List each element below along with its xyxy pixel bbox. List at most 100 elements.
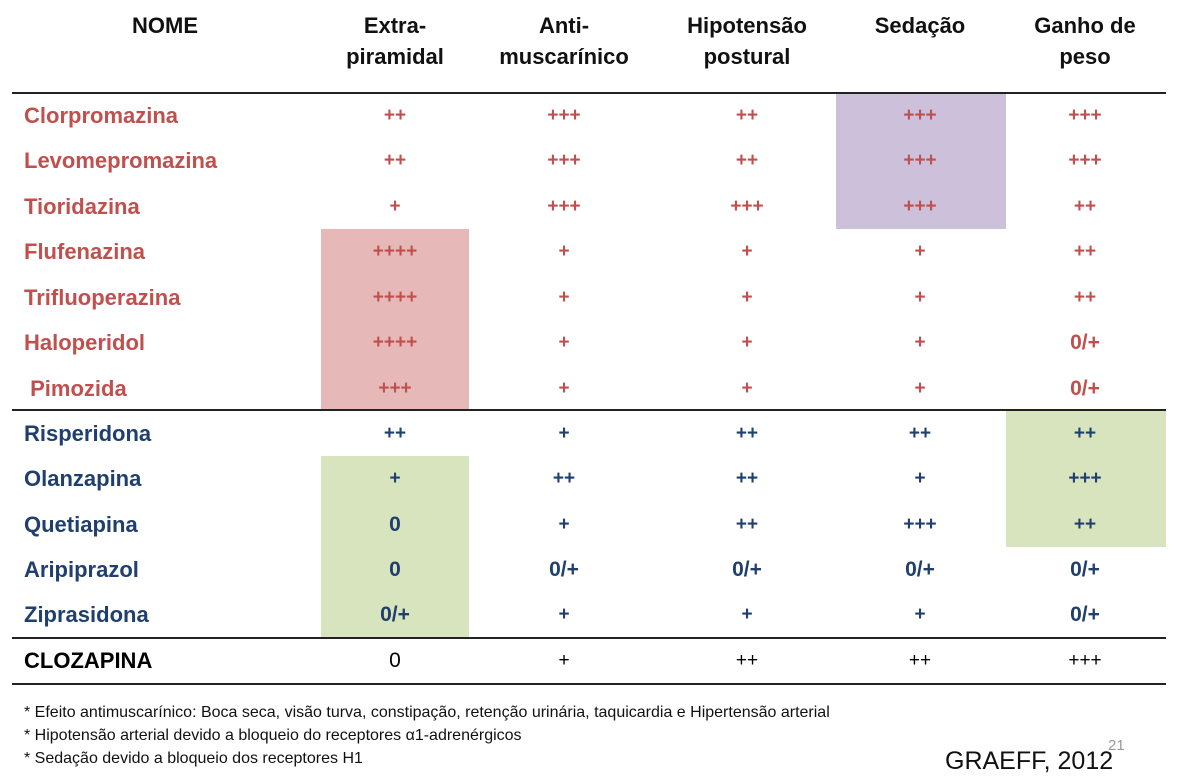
cell-ganho: 0/+	[1070, 331, 1100, 354]
cell-hipotensao: ++	[735, 468, 759, 489]
cell-antimuscarinico: +++	[547, 150, 581, 171]
cell-extrapiramidal: 0	[389, 513, 401, 536]
cell-sedacao: 0/+	[905, 558, 935, 581]
cell-extrapiramidal: +	[389, 196, 401, 217]
cell-sedacao: +++	[903, 196, 937, 217]
drug-name: Tioridazina	[24, 194, 140, 219]
cell-hipotensao: +++	[730, 196, 764, 217]
header-sedacao: Sedação	[874, 13, 966, 38]
cell-ganho: ++	[1073, 241, 1097, 262]
cell-hipotensao: 0/+	[732, 558, 762, 581]
highlight-sedation-typical	[836, 93, 1006, 229]
cell-extrapiramidal: ++++	[372, 332, 418, 353]
cell-sedacao: +	[914, 241, 926, 262]
cell-ganho: +++	[1068, 650, 1102, 671]
cell-antimuscarinico: +	[558, 423, 570, 444]
cell-hipotensao: +	[741, 241, 753, 262]
cell-extrapiramidal: ++	[383, 423, 407, 444]
cell-sedacao: +++	[903, 105, 937, 126]
cell-antimuscarinico: +++	[547, 105, 581, 126]
table-row: Quetiapina 0 + ++ +++ ++	[0, 502, 1179, 547]
rule-bottom	[12, 683, 1166, 685]
cell-hipotensao: +	[741, 604, 753, 625]
cell-sedacao: +	[914, 604, 926, 625]
cell-extrapiramidal: ++++	[372, 287, 418, 308]
cell-sedacao: +++	[903, 514, 937, 535]
table-row: Olanzapina + ++ ++ + +++	[0, 456, 1179, 501]
cell-extrapiramidal: +++	[378, 378, 412, 399]
reference: GRAEFF, 2012	[945, 747, 1114, 775]
cell-ganho: ++	[1073, 196, 1097, 217]
cell-hipotensao: +	[741, 378, 753, 399]
table-row: Ziprasidona 0/+ + + + 0/+	[0, 592, 1179, 637]
cell-ganho: +++	[1068, 150, 1102, 171]
drug-name: Levomepromazina	[24, 148, 218, 173]
cell-sedacao: ++	[908, 650, 932, 671]
header-nome: NOME	[132, 13, 198, 38]
cell-antimuscarinico: 0/+	[549, 558, 579, 581]
rule-atypical-clozapina	[12, 637, 1166, 639]
cell-ganho: 0/+	[1070, 377, 1100, 400]
drug-name: Clorpromazina	[24, 103, 179, 128]
cell-extrapiramidal: ++++	[372, 241, 418, 262]
cell-ganho: +++	[1068, 468, 1102, 489]
highlight-extrapyramidal-typical	[321, 229, 469, 410]
cell-antimuscarinico: ++	[552, 468, 576, 489]
cell-hipotensao: +	[741, 332, 753, 353]
cell-extrapiramidal: ++	[383, 105, 407, 126]
drug-name: Flufenazina	[24, 239, 146, 264]
cell-sedacao: +	[914, 332, 926, 353]
table-row: Aripiprazol 0 0/+ 0/+ 0/+ 0/+	[0, 547, 1179, 592]
rule-header	[12, 92, 1166, 94]
drug-name: Trifluoperazina	[24, 285, 181, 310]
cell-antimuscarinico: +	[558, 514, 570, 535]
footnote: * Efeito antimuscarínico: Boca seca, vis…	[24, 704, 830, 721]
cell-ganho: +++	[1068, 105, 1102, 126]
cell-sedacao: +++	[903, 150, 937, 171]
table-row-clozapina: CLOZAPINA 0 + ++ ++ +++	[0, 638, 1179, 683]
table-row: Haloperidol ++++ + + + 0/+	[0, 320, 1179, 365]
header-hipotensao: Hipotensão postural	[687, 13, 807, 69]
header-ganho: Ganho de peso	[1034, 13, 1136, 69]
cell-ganho: 0/+	[1070, 603, 1100, 626]
cell-hipotensao: ++	[735, 150, 759, 171]
table-row: Trifluoperazina ++++ + + + ++	[0, 275, 1179, 320]
drug-name: Risperidona	[24, 421, 152, 446]
table-row: Clorpromazina ++ +++ ++ +++ +++	[0, 93, 1179, 138]
cell-sedacao: +	[914, 378, 926, 399]
cell-hipotensao: ++	[735, 650, 759, 671]
cell-ganho: ++	[1073, 287, 1097, 308]
cell-antimuscarinico: +	[558, 241, 570, 262]
cell-sedacao: +	[914, 287, 926, 308]
cell-ganho: ++	[1073, 423, 1097, 444]
cell-extrapiramidal: +	[389, 468, 401, 489]
cell-antimuscarinico: +	[558, 378, 570, 399]
cell-extrapiramidal: 0	[389, 649, 401, 672]
cell-antimuscarinico: +	[558, 604, 570, 625]
table-row: Levomepromazina ++ +++ ++ +++ +++	[0, 138, 1179, 183]
footnotes: * Efeito antimuscarínico: Boca seca, vis…	[24, 701, 830, 770]
highlight-extrapyramidal-atypical	[321, 456, 469, 637]
drug-name: Quetiapina	[24, 512, 138, 537]
cell-sedacao: ++	[908, 423, 932, 444]
cell-antimuscarinico: +	[558, 287, 570, 308]
drug-name: CLOZAPINA	[24, 648, 153, 673]
cell-sedacao: +	[914, 468, 926, 489]
footnote: * Sedação devido a bloqueio dos receptor…	[24, 750, 363, 767]
drug-name: Aripiprazol	[24, 557, 139, 582]
cell-ganho: 0/+	[1070, 558, 1100, 581]
cell-ganho: ++	[1073, 514, 1097, 535]
header-antimuscarinico: Anti- muscarínico	[499, 13, 629, 69]
cell-hipotensao: +	[741, 287, 753, 308]
cell-extrapiramidal: 0/+	[380, 603, 410, 626]
cell-hipotensao: ++	[735, 105, 759, 126]
cell-hipotensao: ++	[735, 514, 759, 535]
cell-extrapiramidal: 0	[389, 558, 401, 581]
page-number: 21	[1108, 737, 1125, 754]
table-row: Flufenazina ++++ + + + ++	[0, 229, 1179, 274]
drug-name: Olanzapina	[24, 466, 142, 491]
table-row: Tioridazina + +++ +++ +++ ++	[0, 184, 1179, 229]
cell-extrapiramidal: ++	[383, 150, 407, 171]
header-extrapiramidal: Extra- piramidal	[346, 13, 444, 69]
cell-antimuscarinico: +	[558, 332, 570, 353]
